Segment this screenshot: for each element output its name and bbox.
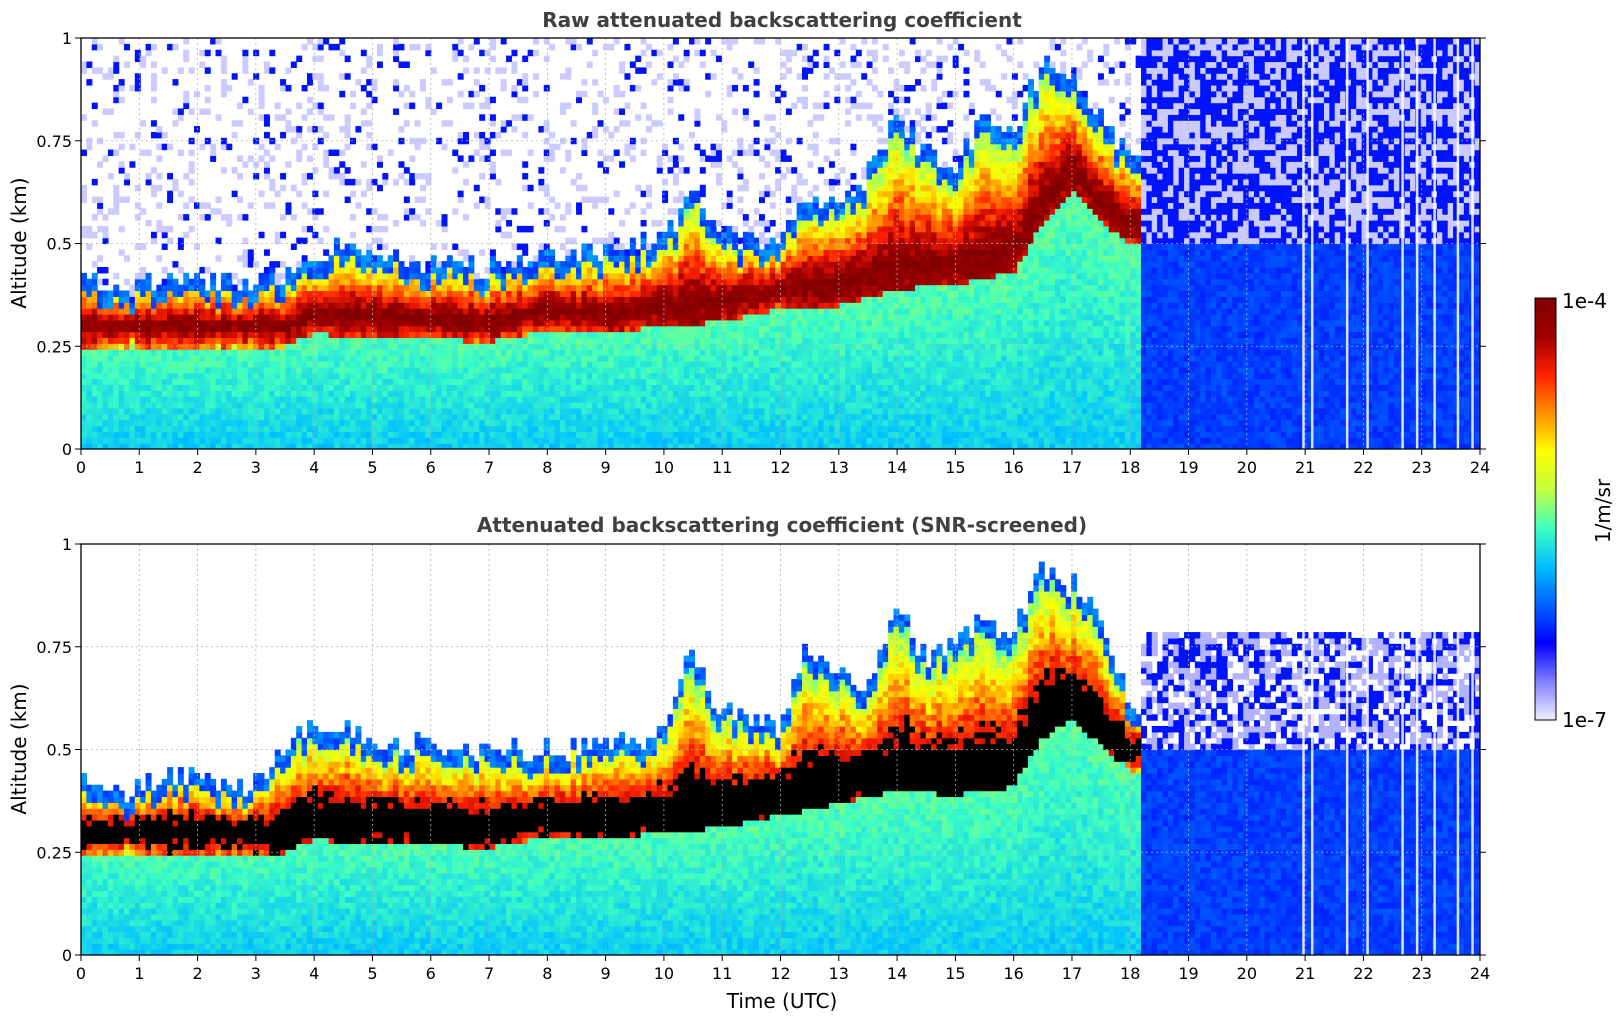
raw-backscatter-plot-area <box>81 38 1480 449</box>
x-tick-label: 24 <box>1470 458 1490 477</box>
x-tick-label: 12 <box>770 458 790 477</box>
y-tick-label: 0 <box>62 440 72 459</box>
x-tick-label: 15 <box>945 964 965 983</box>
x-tick-label: 22 <box>1353 458 1373 477</box>
y-tick-label: 0.25 <box>36 843 72 862</box>
x-tick-label: 8 <box>542 458 552 477</box>
y-axis-label: Altitude (km) <box>7 177 31 308</box>
x-tick-label: 7 <box>484 964 494 983</box>
y-tick-label: 0.75 <box>36 638 72 657</box>
colorbar-min-label: 1e-7 <box>1562 708 1607 732</box>
x-tick-label: 10 <box>654 964 674 983</box>
x-tick-label: 14 <box>887 458 907 477</box>
y-axis-ticks: 0 0.25 0.5 0.75 1 <box>36 29 1486 459</box>
x-tick-label: 12 <box>770 964 790 983</box>
x-tick-label: 11 <box>712 964 732 983</box>
x-tick-label: 5 <box>367 458 377 477</box>
x-tick-label: 21 <box>1295 964 1315 983</box>
x-tick-label: 13 <box>829 964 849 983</box>
x-tick-label: 3 <box>251 964 261 983</box>
y-tick-label: 0.75 <box>36 132 72 151</box>
x-axis-ticks: 0 1 2 3 4 5 6 7 8 9 10 11 12 13 14 15 16 17 18 19 20 21 22 23 24 <box>76 955 1490 983</box>
y-tick-label: 0.5 <box>47 741 72 760</box>
x-tick-label: 1 <box>134 964 144 983</box>
x-tick-label: 8 <box>542 964 552 983</box>
x-tick-label: 2 <box>192 458 202 477</box>
raw-backscatter-panel: Raw attenuated backscattering coefficien… <box>7 8 1490 477</box>
colorbar-unit-label: 1/m/sr <box>1591 478 1615 543</box>
x-tick-label: 4 <box>309 458 319 477</box>
panel-title: Raw attenuated backscattering coefficien… <box>542 8 1022 32</box>
screened-backscatter-plot-area <box>81 544 1480 955</box>
y-tick-label: 1 <box>62 535 72 554</box>
x-tick-label: 15 <box>945 458 965 477</box>
x-tick-label: 22 <box>1353 964 1373 983</box>
x-tick-label: 9 <box>601 458 611 477</box>
y-axis-label: Altitude (km) <box>7 683 31 814</box>
x-tick-label: 4 <box>309 964 319 983</box>
y-tick-label: 0.25 <box>36 337 72 356</box>
panel-title: Attenuated backscattering coefficient (S… <box>477 513 1087 537</box>
x-tick-label: 19 <box>1178 964 1198 983</box>
x-tick-label: 11 <box>712 458 732 477</box>
y-axis-ticks: 0 0.25 0.5 0.75 1 <box>36 535 1486 965</box>
x-tick-label: 3 <box>251 458 261 477</box>
x-tick-label: 23 <box>1412 458 1432 477</box>
grid-lines <box>81 544 1480 955</box>
x-tick-label: 17 <box>1062 458 1082 477</box>
x-tick-label: 0 <box>76 458 86 477</box>
y-tick-label: 1 <box>62 29 72 48</box>
x-tick-label: 0 <box>76 964 86 983</box>
colorbar: 1e-4 1e-7 1/m/sr <box>1534 289 1615 732</box>
x-axis-ticks: 0 1 2 3 4 5 6 7 8 9 10 11 12 13 14 15 16 17 18 19 20 21 22 23 24 <box>76 449 1490 477</box>
x-tick-label: 21 <box>1295 458 1315 477</box>
y-tick-label: 0 <box>62 946 72 965</box>
grid-lines <box>81 38 1480 449</box>
x-tick-label: 19 <box>1178 458 1198 477</box>
x-tick-label: 20 <box>1237 964 1257 983</box>
colorbar-gradient <box>1534 297 1557 721</box>
x-tick-label: 18 <box>1120 964 1140 983</box>
x-tick-label: 10 <box>654 458 674 477</box>
x-tick-label: 16 <box>1003 458 1023 477</box>
x-axis-label: Time (UTC) <box>726 989 838 1013</box>
x-tick-label: 2 <box>192 964 202 983</box>
screened-backscatter-panel: Attenuated backscattering coefficient (S… <box>7 513 1490 1013</box>
x-tick-label: 13 <box>829 458 849 477</box>
x-tick-label: 24 <box>1470 964 1490 983</box>
x-tick-label: 7 <box>484 458 494 477</box>
x-tick-label: 18 <box>1120 458 1140 477</box>
x-tick-label: 14 <box>887 964 907 983</box>
x-tick-label: 9 <box>601 964 611 983</box>
x-tick-label: 23 <box>1412 964 1432 983</box>
x-tick-label: 16 <box>1003 964 1023 983</box>
x-tick-label: 5 <box>367 964 377 983</box>
x-tick-label: 1 <box>134 458 144 477</box>
x-tick-label: 20 <box>1237 458 1257 477</box>
x-tick-label: 6 <box>426 964 436 983</box>
colorbar-max-label: 1e-4 <box>1562 289 1607 313</box>
x-tick-label: 17 <box>1062 964 1082 983</box>
x-tick-label: 6 <box>426 458 436 477</box>
y-tick-label: 0.5 <box>47 235 72 254</box>
